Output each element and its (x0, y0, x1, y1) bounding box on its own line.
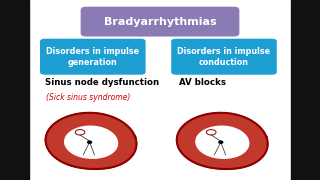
FancyBboxPatch shape (40, 39, 146, 75)
Polygon shape (45, 113, 137, 169)
Polygon shape (177, 113, 268, 169)
FancyBboxPatch shape (81, 7, 239, 37)
Text: Sinus node dysfunction: Sinus node dysfunction (45, 78, 159, 87)
Bar (0, 0, 29, 180)
Circle shape (219, 141, 223, 143)
Polygon shape (196, 126, 249, 158)
FancyBboxPatch shape (171, 39, 277, 75)
Text: (Sick sinus syndrome): (Sick sinus syndrome) (46, 93, 131, 102)
Text: Disorders in impulse
generation: Disorders in impulse generation (46, 47, 140, 67)
Text: Bradyarrhythmias: Bradyarrhythmias (104, 17, 216, 27)
Text: Disorders in impulse
conduction: Disorders in impulse conduction (177, 47, 271, 67)
Bar (291, 0, 320, 180)
Text: AV blocks: AV blocks (179, 78, 226, 87)
Circle shape (88, 141, 92, 143)
Polygon shape (65, 126, 117, 158)
